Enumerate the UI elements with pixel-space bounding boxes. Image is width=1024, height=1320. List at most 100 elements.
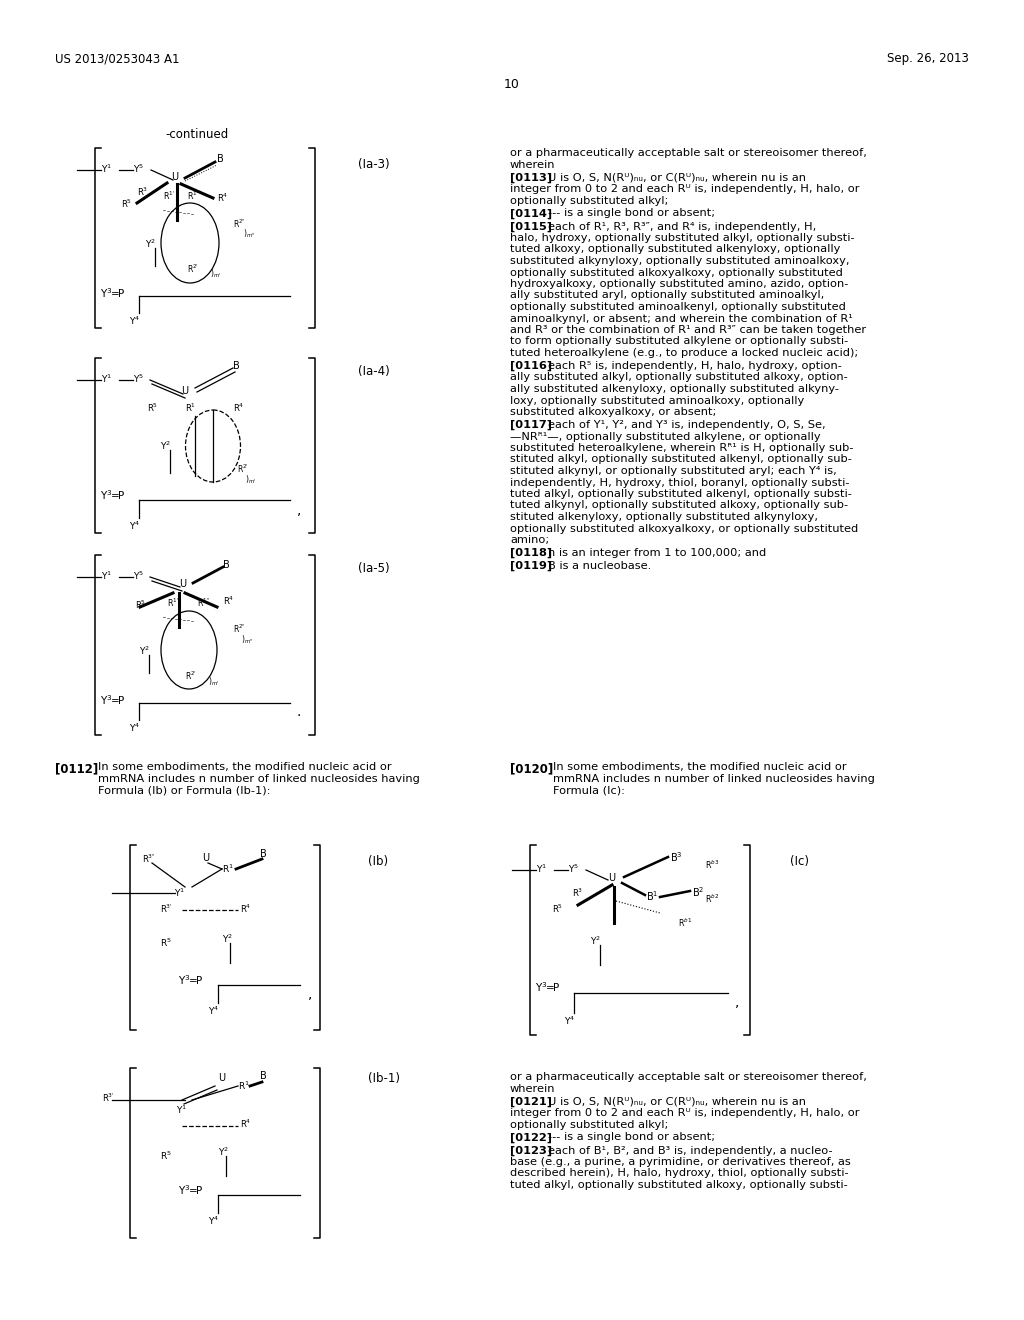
Text: ,: ,	[735, 995, 739, 1008]
Text: US 2013/0253043 A1: US 2013/0253043 A1	[55, 51, 179, 65]
Text: $)_{m^{\prime}}$: $)_{m^{\prime}}$	[245, 474, 257, 487]
Text: R$^{1''}$: R$^{1''}$	[187, 190, 201, 202]
Text: B: B	[260, 1071, 266, 1081]
Text: (Ib-1): (Ib-1)	[368, 1072, 400, 1085]
Text: —NRᴿ¹—, optionally substituted alkylene, or optionally: —NRᴿ¹—, optionally substituted alkylene,…	[510, 432, 820, 441]
Text: R$^4$: R$^4$	[233, 403, 245, 414]
Text: $)_{m^{\prime\prime}}$: $)_{m^{\prime\prime}}$	[243, 228, 256, 240]
Text: R$^{b2}$: R$^{b2}$	[705, 894, 719, 906]
Text: U: U	[608, 873, 615, 883]
Text: B$^3$: B$^3$	[670, 850, 683, 863]
Text: U: U	[179, 579, 186, 589]
Text: and R³ or the combination of R¹ and R³″ can be taken together: and R³ or the combination of R¹ and R³″ …	[510, 325, 866, 335]
Text: tuted alkyl, optionally substituted alkoxy, optionally substi-: tuted alkyl, optionally substituted alko…	[510, 1180, 848, 1191]
Text: R$^5$: R$^5$	[160, 937, 172, 949]
Text: ,: ,	[297, 503, 301, 517]
Text: --- is a single bond or absent;: --- is a single bond or absent;	[548, 1133, 715, 1143]
Text: substituted alkynyloxy, optionally substituted aminoalkoxy,: substituted alkynyloxy, optionally subst…	[510, 256, 850, 267]
Text: optionally substituted alkoxyalkoxy, optionally substituted: optionally substituted alkoxyalkoxy, opt…	[510, 268, 843, 277]
Text: [0121]: [0121]	[510, 1097, 552, 1106]
Text: Y$^4$: Y$^4$	[564, 1015, 575, 1027]
Text: R$^5$: R$^5$	[121, 198, 132, 210]
Text: $)_{m^{\prime\prime}}$: $)_{m^{\prime\prime}}$	[241, 634, 254, 647]
Text: Y$^3\!\!=\!\!$P: Y$^3\!\!=\!\!$P	[100, 286, 125, 300]
Text: R$^1$: R$^1$	[238, 1080, 250, 1093]
Text: R$^{3''}$: R$^{3''}$	[142, 853, 156, 866]
Text: Y$^1$: Y$^1$	[536, 863, 547, 875]
Text: stituted alkynyl, or optionally substituted aryl; each Y⁴ is,: stituted alkynyl, or optionally substitu…	[510, 466, 837, 477]
Text: each of R¹, R³, R³″, and R⁴ is, independently, H,: each of R¹, R³, R³″, and R⁴ is, independ…	[548, 222, 816, 231]
Text: U: U	[202, 853, 209, 863]
Text: each of B¹, B², and B³ is, independently, a nucleo-: each of B¹, B², and B³ is, independently…	[548, 1146, 833, 1155]
Text: or a pharmaceutically acceptable salt or stereoisomer thereof,: or a pharmaceutically acceptable salt or…	[510, 1072, 867, 1082]
Text: optionally substituted alkyl;: optionally substituted alkyl;	[510, 195, 669, 206]
Text: described herein), H, halo, hydroxy, thiol, optionally substi-: described herein), H, halo, hydroxy, thi…	[510, 1168, 849, 1179]
Text: loxy, optionally substituted aminoalkoxy, optionally: loxy, optionally substituted aminoalkoxy…	[510, 396, 804, 405]
Text: U is O, S, N(Rᵁ)ₙᵤ, or C(Rᵁ)ₙᵤ, wherein nu is an: U is O, S, N(Rᵁ)ₙᵤ, or C(Rᵁ)ₙᵤ, wherein …	[548, 1097, 806, 1106]
Text: Y$^1$: Y$^1$	[174, 887, 185, 899]
Text: [0123]: [0123]	[510, 1146, 552, 1156]
Text: base (e.g., a purine, a pyrimidine, or derivatives thereof, as: base (e.g., a purine, a pyrimidine, or d…	[510, 1158, 851, 1167]
Text: R$^4$: R$^4$	[240, 903, 251, 915]
Text: Y$^4$: Y$^4$	[208, 1005, 219, 1018]
Text: n is an integer from 1 to 100,000; and: n is an integer from 1 to 100,000; and	[548, 548, 766, 558]
Text: halo, hydroxy, optionally substituted alkyl, optionally substi-: halo, hydroxy, optionally substituted al…	[510, 234, 855, 243]
Text: integer from 0 to 2 and each Rᵁ is, independently, H, halo, or: integer from 0 to 2 and each Rᵁ is, inde…	[510, 183, 859, 194]
Text: integer from 0 to 2 and each Rᵁ is, independently, H, halo, or: integer from 0 to 2 and each Rᵁ is, inde…	[510, 1107, 859, 1118]
Text: each R⁵ is, independently, H, halo, hydroxy, option-: each R⁵ is, independently, H, halo, hydr…	[548, 360, 842, 371]
Text: Y$^3\!\!=\!\!$P: Y$^3\!\!=\!\!$P	[535, 979, 560, 994]
Text: Y$^3\!\!=\!\!$P: Y$^3\!\!=\!\!$P	[178, 973, 204, 987]
Text: R$^{2''}$: R$^{2''}$	[233, 623, 246, 635]
Text: R$^{2'}$: R$^{2'}$	[185, 671, 197, 682]
Text: Y$^3\!\!=\!\!$P: Y$^3\!\!=\!\!$P	[100, 488, 125, 502]
Text: Y$^2$: Y$^2$	[160, 440, 171, 453]
Text: wherein: wherein	[510, 160, 555, 169]
Text: tuted alkyl, optionally substituted alkenyl, optionally substi-: tuted alkyl, optionally substituted alke…	[510, 488, 852, 499]
Text: (Ia-5): (Ia-5)	[358, 562, 389, 576]
Text: each of Y¹, Y², and Y³ is, independently, O, S, Se,: each of Y¹, Y², and Y³ is, independently…	[548, 420, 825, 430]
Text: B$^1$: B$^1$	[646, 888, 658, 903]
Text: R$^1$: R$^1$	[222, 863, 233, 875]
Text: R$^4$: R$^4$	[240, 1118, 251, 1130]
Text: R$^{1'}$: R$^{1'}$	[163, 190, 175, 202]
Text: U is O, S, N(Rᵁ)ₙᵤ, or C(Rᵁ)ₙᵤ, wherein nu is an: U is O, S, N(Rᵁ)ₙᵤ, or C(Rᵁ)ₙᵤ, wherein …	[548, 173, 806, 182]
Text: tuted alkoxy, optionally substituted alkenyloxy, optionally: tuted alkoxy, optionally substituted alk…	[510, 244, 841, 255]
Text: R$^3$: R$^3$	[572, 887, 584, 899]
Text: hydroxyalkoxy, optionally substituted amino, azido, option-: hydroxyalkoxy, optionally substituted am…	[510, 279, 848, 289]
Text: R$^5$: R$^5$	[552, 903, 563, 915]
Text: amino;: amino;	[510, 535, 549, 545]
Text: (Ic): (Ic)	[790, 855, 809, 869]
Text: R$^{2'}$: R$^{2'}$	[237, 463, 249, 475]
Text: (Ia-3): (Ia-3)	[358, 158, 389, 172]
Text: [0116]: [0116]	[510, 360, 552, 371]
Text: R$^5$: R$^5$	[135, 599, 146, 611]
Text: B: B	[217, 154, 224, 164]
Text: Y$^4$: Y$^4$	[208, 1214, 219, 1228]
Text: stituted alkyl, optionally substituted alkenyl, optionally sub-: stituted alkyl, optionally substituted a…	[510, 454, 852, 465]
Text: Y$^4$: Y$^4$	[129, 315, 140, 327]
Text: to form optionally substituted alkylene or optionally substi-: to form optionally substituted alkylene …	[510, 337, 848, 346]
Text: R$^{1''}$: R$^{1''}$	[197, 597, 210, 610]
Text: ally substituted alkyl, optionally substituted alkoxy, option-: ally substituted alkyl, optionally subst…	[510, 372, 848, 383]
Text: U: U	[218, 1073, 225, 1082]
Text: Y$^1$: Y$^1$	[101, 570, 113, 582]
Text: [0119]: [0119]	[510, 561, 552, 572]
Text: Y$^5$: Y$^5$	[568, 863, 580, 875]
Text: R$^1$: R$^1$	[185, 403, 196, 414]
Text: R$^4$: R$^4$	[217, 191, 228, 205]
Text: Y$^4$: Y$^4$	[129, 520, 140, 532]
Text: R$^{2'}$: R$^{2'}$	[187, 263, 199, 276]
Text: independently, H, hydroxy, thiol, boranyl, optionally substi-: independently, H, hydroxy, thiol, borany…	[510, 478, 850, 487]
Text: Y$^2$: Y$^2$	[218, 1146, 229, 1159]
Text: Y$^2$: Y$^2$	[139, 645, 151, 657]
Text: Y$^5$: Y$^5$	[133, 162, 144, 176]
Text: B is a nucleobase.: B is a nucleobase.	[548, 561, 651, 572]
Text: Y$^2$: Y$^2$	[590, 935, 601, 948]
Text: [0114]: [0114]	[510, 209, 552, 219]
Text: Y$^1$: Y$^1$	[176, 1104, 187, 1117]
Text: (Ib): (Ib)	[368, 855, 388, 869]
Text: Y$^4$: Y$^4$	[129, 722, 140, 734]
Text: --- is a single bond or absent;: --- is a single bond or absent;	[548, 209, 715, 219]
Text: Y$^3\!\!=\!\!$P: Y$^3\!\!=\!\!$P	[178, 1183, 204, 1197]
Text: ally substituted aryl, optionally substituted aminoalkyl,: ally substituted aryl, optionally substi…	[510, 290, 824, 301]
